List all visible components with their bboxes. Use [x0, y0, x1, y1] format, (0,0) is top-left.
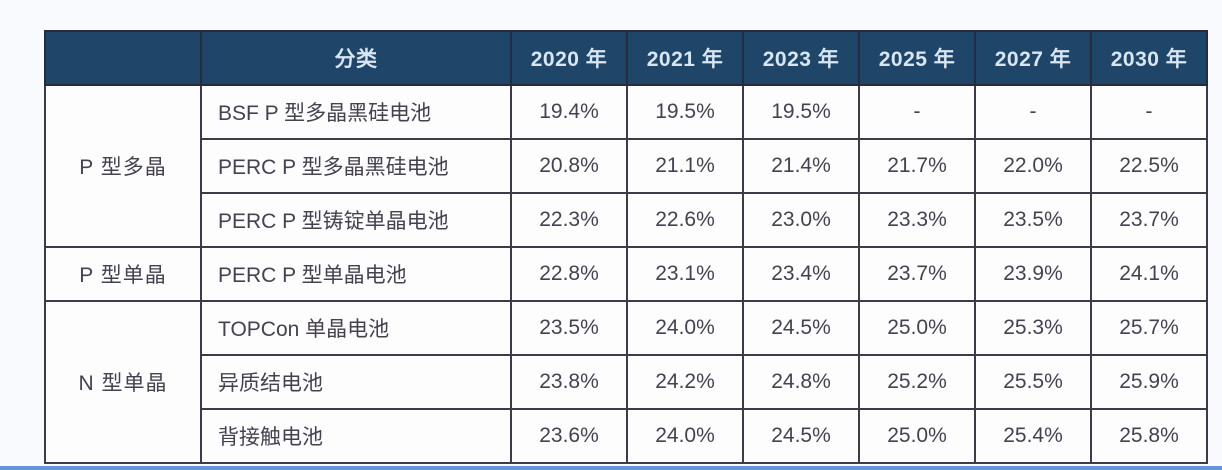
table-row: P 型单晶 PERC P 型单晶电池 22.8% 23.1% 23.4% 23.7% 23.…	[44, 246, 1208, 302]
value-cell: 19.5%	[742, 84, 860, 140]
cell-type-name: TOPCon 单晶电池	[200, 300, 512, 356]
bottom-edge-bar	[0, 466, 1222, 470]
table-body: P 型多晶 BSF P 型多晶黑硅电池 19.4% 19.5% 19.5% - - - PERC…	[44, 84, 1208, 464]
value-cell: 25.9%	[1090, 354, 1208, 410]
value-cell: 21.7%	[858, 138, 976, 194]
table-row: PERC P 型多晶黑硅电池 20.8% 21.1% 21.4% 21.7% 22.0% 2…	[45, 138, 1208, 194]
value-cell: 22.5%	[1090, 138, 1208, 194]
header-year-cell: 2021 年	[626, 30, 744, 86]
value-cell: 25.2%	[858, 354, 976, 410]
cell-type-name: PERC P 型铸锭单晶电池	[200, 192, 512, 248]
value-cell: 24.0%	[626, 408, 744, 464]
header-year-cell: 2027 年	[974, 30, 1092, 86]
value-cell: 23.5%	[510, 300, 628, 356]
table-row: 背接触电池 23.6% 24.0% 24.5% 25.0% 25.4% 25.8%	[45, 408, 1208, 464]
table-row: 异质结电池 23.8% 24.2% 24.8% 25.2% 25.5% 25.9%	[45, 354, 1208, 410]
table-header-row: 分类 2020 年 2021 年 2023 年 2025 年 2027 年 2030 年	[44, 30, 1208, 86]
value-cell: 25.5%	[974, 354, 1092, 410]
group-cell: P 型单晶	[44, 246, 202, 302]
value-cell: 22.6%	[626, 192, 744, 248]
value-cell: 23.4%	[742, 246, 860, 302]
value-cell: 24.8%	[742, 354, 860, 410]
value-cell: 20.8%	[510, 138, 628, 194]
value-cell: 21.4%	[742, 138, 860, 194]
header-year-cell: 2023 年	[742, 30, 860, 86]
value-cell: 19.4%	[510, 84, 628, 140]
table-row: N 型单晶 TOPCon 单晶电池 23.5% 24.0% 24.5% 25.0% 25.3…	[44, 300, 1208, 464]
value-cell: 23.9%	[974, 246, 1092, 302]
value-cell: 24.0%	[626, 300, 744, 356]
header-year-cell: 2030 年	[1090, 30, 1208, 86]
efficiency-table-wrap: 分类 2020 年 2021 年 2023 年 2025 年 2027 年 2030 年 P…	[44, 30, 1208, 464]
efficiency-table: 分类 2020 年 2021 年 2023 年 2025 年 2027 年 2030 年 P…	[44, 30, 1208, 464]
header-corner-cell	[44, 30, 202, 86]
header-category-cell: 分类	[200, 30, 512, 86]
value-cell: -	[1090, 84, 1208, 140]
table-row: P 型多晶 BSF P 型多晶黑硅电池 19.4% 19.5% 19.5% - - -	[44, 84, 1208, 248]
value-cell: 24.5%	[742, 300, 860, 356]
value-cell: -	[974, 84, 1092, 140]
value-cell: 23.0%	[742, 192, 860, 248]
value-cell: 23.6%	[510, 408, 628, 464]
value-cell: 23.8%	[510, 354, 628, 410]
value-cell: 23.5%	[974, 192, 1092, 248]
value-cell: -	[858, 84, 976, 140]
value-cell: 25.0%	[858, 408, 976, 464]
value-cell: 23.3%	[858, 192, 976, 248]
value-cell: 22.3%	[510, 192, 628, 248]
value-cell: 19.5%	[626, 84, 744, 140]
value-cell: 24.1%	[1090, 246, 1208, 302]
value-cell: 25.7%	[1090, 300, 1208, 356]
cell-type-name: PERC P 型单晶电池	[200, 246, 512, 302]
value-cell: 21.1%	[626, 138, 744, 194]
value-cell: 23.7%	[1090, 192, 1208, 248]
group-cell: N 型单晶	[44, 300, 202, 464]
value-cell: 25.3%	[974, 300, 1092, 356]
cell-type-name: 背接触电池	[200, 408, 512, 464]
group-cell: P 型多晶	[44, 84, 202, 248]
value-cell: 25.8%	[1090, 408, 1208, 464]
value-cell: 25.4%	[974, 408, 1092, 464]
value-cell: 23.1%	[626, 246, 744, 302]
table-header: 分类 2020 年 2021 年 2023 年 2025 年 2027 年 2030 年	[44, 30, 1208, 86]
value-cell: 25.0%	[858, 300, 976, 356]
value-cell: 24.2%	[626, 354, 744, 410]
header-year-cell: 2025 年	[858, 30, 976, 86]
table-row: PERC P 型铸锭单晶电池 22.3% 22.6% 23.0% 23.3% 23.5% 2…	[45, 192, 1208, 248]
cell-type-name: PERC P 型多晶黑硅电池	[200, 138, 512, 194]
value-cell: 22.0%	[974, 138, 1092, 194]
cell-type-name: BSF P 型多晶黑硅电池	[200, 84, 512, 140]
value-cell: 24.5%	[742, 408, 860, 464]
header-year-cell: 2020 年	[510, 30, 628, 86]
value-cell: 22.8%	[510, 246, 628, 302]
value-cell: 23.7%	[858, 246, 976, 302]
cell-type-name: 异质结电池	[200, 354, 512, 410]
